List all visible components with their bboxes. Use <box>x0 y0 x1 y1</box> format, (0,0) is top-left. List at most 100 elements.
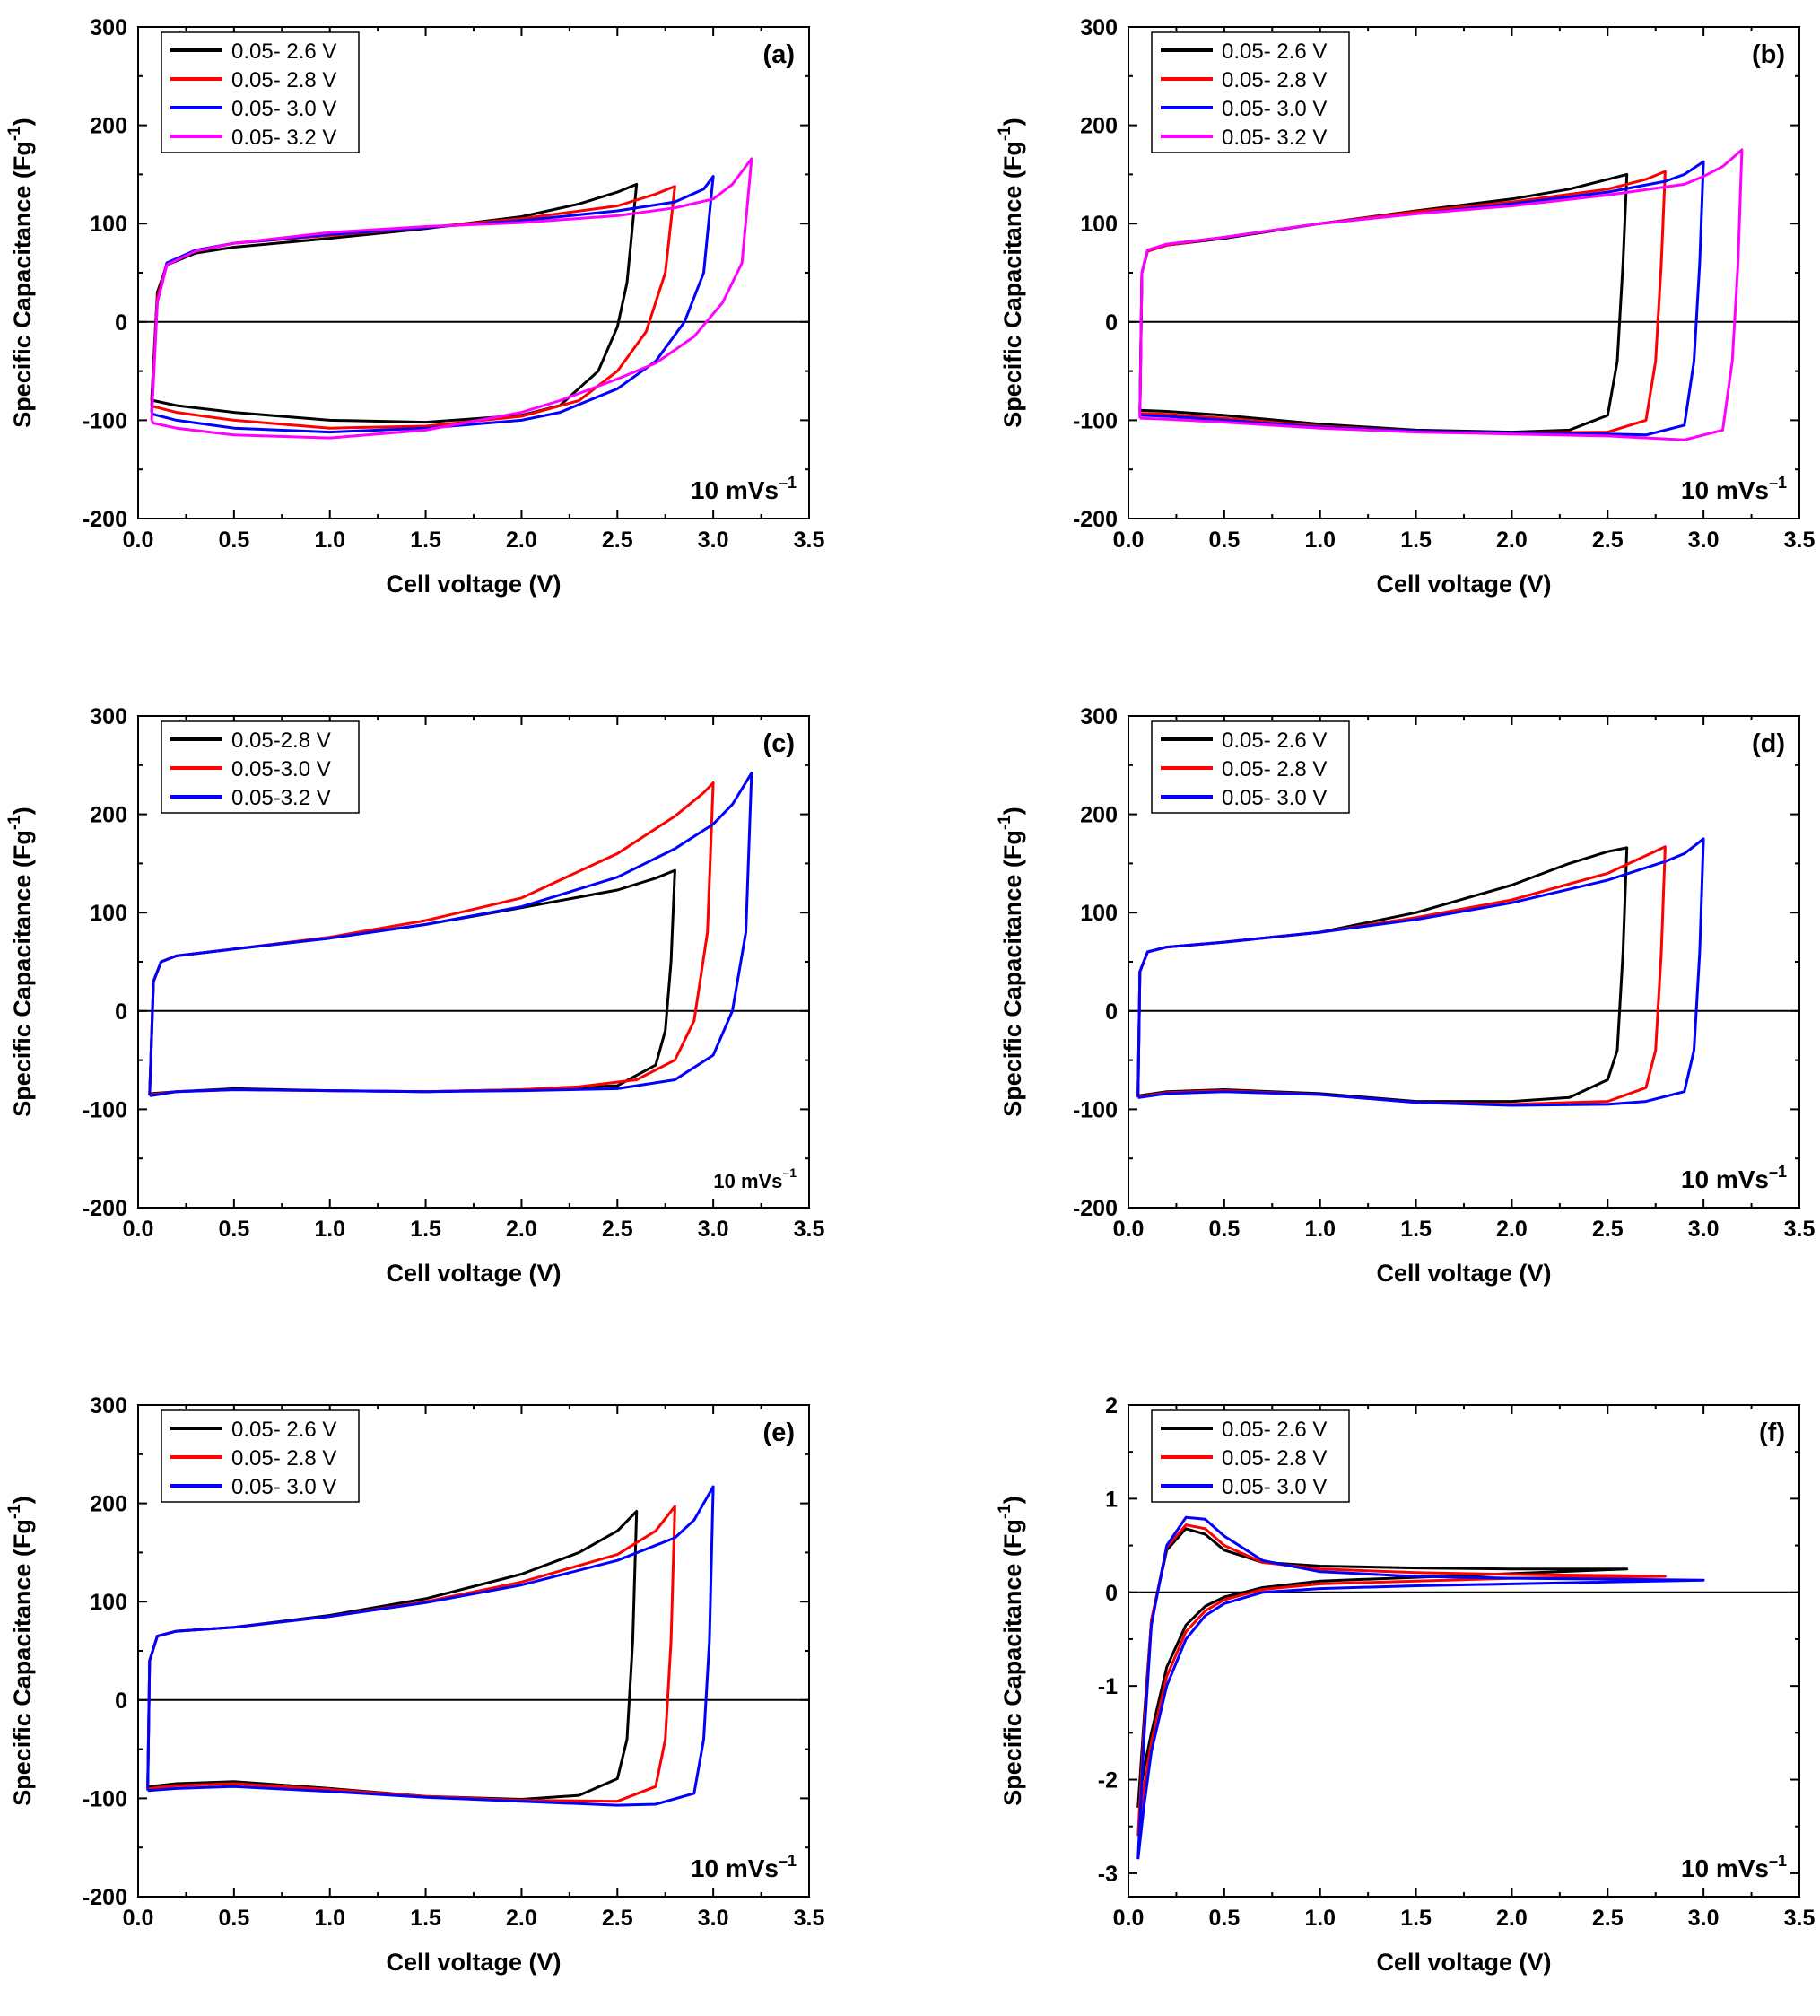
x-axis-title: Cell voltage (V) <box>386 571 561 598</box>
scan-rate-label: 10 mVs–1 <box>1681 1852 1787 1882</box>
legend-label: 0.05- 2.8 V <box>1222 757 1327 781</box>
legend-label: 0.05- 3.0 V <box>231 1475 336 1499</box>
x-tick-label: 3.0 <box>1688 1217 1720 1242</box>
series-line-1 <box>150 185 676 430</box>
chart-panel-f: 0.0 0.5 1.0 1.5 2.0 2.5 3.0 3.5 -3 -2 -1 0 1 2 Cell vo… <box>996 1393 1815 1976</box>
y-tick-label: 300 <box>90 704 127 729</box>
scan-rate-sup: –1 <box>1769 1163 1787 1181</box>
series-line-0 <box>1138 172 1629 434</box>
legend-label: 0.05- 3.2 V <box>231 126 336 150</box>
x-tick-label: 1.5 <box>410 1906 441 1931</box>
x-tick-label: 2.5 <box>602 1906 633 1931</box>
x-tick-label: 2.0 <box>1496 1217 1528 1242</box>
legend-label: 0.05- 3.0 V <box>1222 97 1327 121</box>
y-tick-label: 0 <box>1105 1581 1118 1606</box>
x-tick-label: 0.0 <box>1113 1906 1145 1931</box>
y-tick-label: 2 <box>1105 1393 1118 1418</box>
x-axis-title: Cell voltage (V) <box>1376 1260 1551 1287</box>
chart-panel-d: 0.0 0.5 1.0 1.5 2.0 2.5 3.0 3.5 -200 -100 0 100 200 3… <box>996 704 1815 1287</box>
legend-label: 0.05- 2.6 V <box>1222 1418 1327 1442</box>
scan-rate-main: 10 mVs <box>1681 1855 1769 1882</box>
y-axis-title-sup: -1 <box>5 815 24 830</box>
y-tick-label: 0 <box>115 1689 127 1714</box>
y-tick-label: 0 <box>115 310 127 336</box>
legend-label: 0.05- 2.6 V <box>1222 729 1327 753</box>
y-tick-label: 300 <box>1080 15 1118 40</box>
x-tick-label: 3.0 <box>698 1906 729 1931</box>
panel-label: (a) <box>763 40 795 69</box>
x-tick-label: 3.0 <box>698 1217 729 1242</box>
series-line-2 <box>148 772 753 1097</box>
legend-label: 0.05- 2.8 V <box>1222 1446 1327 1471</box>
series-line-2 <box>1136 1515 1705 1860</box>
y-axis-title: Specific Capacitance (Fg-1) <box>5 807 36 1117</box>
scan-rate-label: 10 mVs–1 <box>1681 474 1787 504</box>
legend-label: 0.05- 3.2 V <box>1222 126 1327 150</box>
scan-rate-label: 10 mVs–1 <box>691 1852 797 1882</box>
x-tick-label: 0.5 <box>1208 528 1240 553</box>
series-line-2 <box>146 1485 715 1807</box>
y-tick-label: 100 <box>90 901 127 926</box>
scan-rate-sup: –1 <box>1769 1852 1787 1870</box>
legend-label: 0.05- 2.6 V <box>231 1418 336 1442</box>
scan-rate-main: 10 mVs <box>713 1170 782 1192</box>
series-line-0 <box>150 182 639 424</box>
chart-panel-b: 0.0 0.5 1.0 1.5 2.0 2.5 3.0 3.5 -200 -100 0 100 200 3… <box>996 15 1815 598</box>
legend-label: 0.05-2.8 V <box>231 729 331 753</box>
x-tick-label: 1.0 <box>314 1217 345 1242</box>
x-tick-label: 1.5 <box>1400 1906 1432 1931</box>
x-tick-label: 3.0 <box>1688 528 1720 553</box>
x-tick-label: 3.5 <box>794 528 825 553</box>
series-line-0 <box>1136 846 1629 1104</box>
x-tick-label: 1.0 <box>314 528 345 553</box>
y-tick-label: 300 <box>90 1393 127 1418</box>
x-tick-label: 2.5 <box>1592 528 1624 553</box>
scan-rate-main: 10 mVs <box>691 1855 779 1882</box>
legend-label: 0.05- 2.8 V <box>1222 68 1327 92</box>
x-tick-label: 0.0 <box>1113 528 1145 553</box>
legend-label: 0.05- 3.0 V <box>231 97 336 121</box>
x-tick-label: 0.5 <box>218 1217 249 1242</box>
series-line-1 <box>146 1505 676 1803</box>
panel-label: (b) <box>1752 40 1785 69</box>
x-tick-label: 3.0 <box>1688 1906 1720 1931</box>
y-tick-label: 300 <box>1080 704 1118 729</box>
x-tick-label: 0.0 <box>123 1217 154 1242</box>
x-tick-label: 1.5 <box>410 528 441 553</box>
y-tick-label: 200 <box>90 1492 127 1517</box>
x-tick-label: 1.0 <box>1304 528 1336 553</box>
scan-rate-main: 10 mVs <box>691 476 779 504</box>
y-tick-label: 200 <box>1080 114 1118 139</box>
panel-label: (f) <box>1759 1418 1785 1447</box>
legend-label: 0.05-3.0 V <box>231 757 331 781</box>
scan-rate-sup: –1 <box>779 474 797 492</box>
y-axis-title-main: Specific Capacitance (Fg <box>999 830 1026 1117</box>
x-tick-label: 2.5 <box>1592 1217 1624 1242</box>
x-axis-title: Cell voltage (V) <box>386 1260 561 1287</box>
y-axis-title: Specific Capacitance (Fg-1) <box>5 118 36 428</box>
y-tick-label: -100 <box>83 408 127 433</box>
legend-label: 0.05- 3.0 V <box>1222 786 1327 810</box>
scan-rate-label: 10 mVs–1 <box>713 1165 797 1192</box>
y-tick-label: 300 <box>90 15 127 40</box>
x-tick-label: 2.0 <box>506 1906 537 1931</box>
y-tick-label: -100 <box>83 1786 127 1811</box>
y-axis-title-sup: -1 <box>5 1504 24 1519</box>
scan-rate-sup: –1 <box>779 1852 797 1870</box>
x-tick-label: 2.0 <box>1496 1906 1528 1931</box>
legend-label: 0.05-3.2 V <box>231 786 331 810</box>
legend-box <box>161 31 360 153</box>
series-line-1 <box>148 781 715 1096</box>
y-axis-title-main: Specific Capacitance (Fg <box>9 1519 36 1806</box>
legend-label: 0.05- 2.6 V <box>1222 39 1327 64</box>
legend-box <box>1151 31 1350 153</box>
x-tick-label: 0.0 <box>1113 1217 1145 1242</box>
x-tick-label: 0.5 <box>218 1906 249 1931</box>
x-tick-label: 2.0 <box>506 528 537 553</box>
x-tick-label: 1.0 <box>314 1906 345 1931</box>
x-tick-label: 1.5 <box>1400 1217 1432 1242</box>
y-tick-label: 0 <box>115 999 127 1025</box>
panel-label: (e) <box>763 1418 795 1447</box>
scan-rate-sup: –1 <box>782 1165 797 1180</box>
